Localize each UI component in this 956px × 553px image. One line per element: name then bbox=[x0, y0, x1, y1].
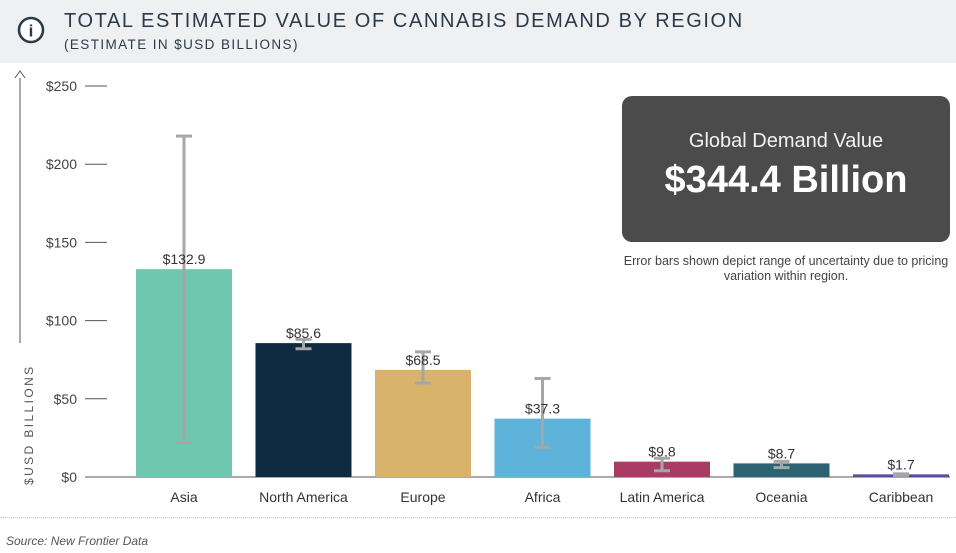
x-category-label: Oceania bbox=[755, 489, 807, 505]
y-axis-arrow-head bbox=[14, 70, 26, 79]
bar-value-label: $132.9 bbox=[163, 251, 206, 267]
bar-value-label: $1.7 bbox=[887, 456, 914, 472]
chart-subtitle: (ESTIMATE IN $USD BILLIONS) bbox=[64, 37, 299, 52]
error-bar-note: Error bars shown depict range of uncerta… bbox=[623, 254, 949, 283]
bar-value-label: $8.7 bbox=[768, 445, 795, 461]
y-tick-label: $150 bbox=[46, 234, 77, 250]
y-tick-label: $0 bbox=[61, 469, 77, 485]
bar-oceania bbox=[733, 463, 830, 477]
x-category-label: North America bbox=[259, 489, 348, 505]
bar-value-label: $68.5 bbox=[405, 352, 440, 368]
y-tick-label: $50 bbox=[54, 391, 78, 407]
x-category-label: Europe bbox=[400, 489, 445, 505]
y-tick-label: $100 bbox=[46, 313, 77, 329]
y-tick-label: $200 bbox=[46, 156, 77, 172]
global-demand-value: $344.4 Billion bbox=[664, 159, 908, 201]
bar-europe bbox=[375, 369, 471, 477]
global-demand-label: Global Demand Value bbox=[688, 130, 884, 152]
x-category-label: Latin America bbox=[620, 489, 705, 505]
bar-value-label: $9.8 bbox=[648, 444, 675, 460]
x-category-label: Asia bbox=[170, 489, 197, 505]
chart-title: TOTAL ESTIMATED VALUE OF CANNABIS DEMAND… bbox=[64, 10, 744, 32]
header-band: i TOTAL ESTIMATED VALUE OF CANNABIS DEMA… bbox=[0, 0, 956, 63]
bar-chart: $0 $50 $100 $150 $200 $250 $132.9 Asia $85.6 Nort… bbox=[14, 70, 950, 505]
footer-divider bbox=[0, 517, 956, 518]
global-demand-card: Global Demand Value $344.4 Billion bbox=[622, 96, 950, 242]
bar-value-label: $85.6 bbox=[286, 325, 321, 341]
bar-value-label: $37.3 bbox=[525, 401, 560, 417]
info-icon: i bbox=[17, 16, 45, 44]
x-category-label: Africa bbox=[525, 489, 561, 505]
bar-north-america bbox=[255, 343, 352, 477]
y-tick-label: $250 bbox=[46, 78, 77, 94]
source-note: Source: New Frontier Data bbox=[6, 534, 149, 548]
x-category-label: Caribbean bbox=[869, 489, 934, 505]
info-icon-glyph: i bbox=[29, 22, 34, 41]
